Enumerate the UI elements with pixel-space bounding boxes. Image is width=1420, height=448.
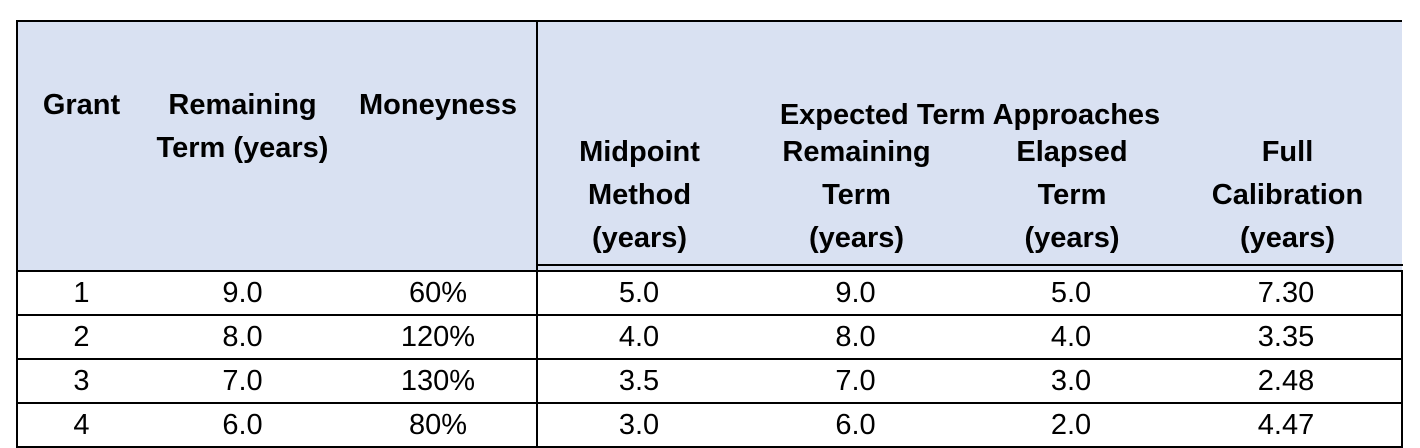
cell-grant: 1	[16, 271, 145, 316]
table-row: 1 9.0 60% 5.0 9.0 5.0 7.30	[16, 271, 1403, 316]
cell-grant: 4	[16, 403, 145, 448]
header-full-calibration-line-2: Calibration	[1211, 179, 1364, 211]
header-remaining-term-approach: Remaining Term (years)	[741, 80, 972, 266]
cell-midpoint-method: 3.5	[536, 359, 740, 404]
header-remaining-approach-line-1: Remaining	[782, 136, 931, 168]
header-remaining-term-line-2: Term (years)	[156, 132, 329, 164]
cell-midpoint-method: 3.0	[536, 403, 740, 448]
header-midpoint-line-2: Method	[587, 179, 692, 211]
cell-remaining-term: 7.0	[145, 359, 340, 404]
cell-full-calibration: 3.35	[1171, 315, 1403, 360]
cell-full-calibration: 7.30	[1171, 271, 1403, 316]
header-elapsed-line-1: Elapsed	[1016, 136, 1128, 168]
header-remaining-term: Remaining Term (years)	[145, 20, 340, 272]
table-body: 1 9.0 60% 5.0 9.0 5.0 7.30 2 8.0 120% 4.…	[16, 271, 1403, 448]
cell-grant: 3	[16, 359, 145, 404]
cell-grant: 2	[16, 315, 145, 360]
header-full-calibration: Full Calibration (years)	[1172, 80, 1403, 266]
cell-remaining-term: 9.0	[145, 271, 340, 316]
cell-midpoint-method: 5.0	[536, 271, 740, 316]
cell-elapsed-term: 5.0	[971, 271, 1171, 316]
header-full-calibration-line-3: (years)	[1239, 222, 1336, 254]
cell-midpoint-method: 4.0	[536, 315, 740, 360]
header-grant: Grant	[16, 20, 145, 272]
header-expected-term-approaches: Expected Term Approaches Midpoint Method	[536, 20, 1403, 272]
header-full-calibration-line-1: Full	[1261, 136, 1314, 168]
cell-remaining-term-approach: 8.0	[740, 315, 971, 360]
cell-elapsed-term: 4.0	[971, 315, 1171, 360]
header-midpoint-line-1: Midpoint	[579, 136, 700, 168]
header-remaining-term-line-1: Remaining	[168, 89, 317, 121]
cell-moneyness: 130%	[340, 359, 537, 404]
header-moneyness-line-1: Moneyness	[359, 89, 517, 121]
header-row: Grant Remaining Term (years) Moneyness E…	[16, 20, 1403, 272]
cell-remaining-term-approach: 9.0	[740, 271, 971, 316]
header-grant-line-1: Grant	[42, 89, 121, 121]
group-header-wrap: Expected Term Approaches Midpoint Method	[538, 80, 1403, 266]
table-header: Grant Remaining Term (years) Moneyness E…	[16, 20, 1403, 272]
table-row: 2 8.0 120% 4.0 8.0 4.0 3.35	[16, 315, 1403, 360]
cell-moneyness: 60%	[340, 271, 537, 316]
cell-remaining-term-approach: 6.0	[740, 403, 971, 448]
cell-elapsed-term: 2.0	[971, 403, 1171, 448]
header-remaining-approach-line-3: (years)	[808, 222, 905, 254]
group-title: Expected Term Approaches	[779, 99, 1161, 131]
cell-moneyness: 80%	[340, 403, 537, 448]
cell-remaining-term-approach: 7.0	[740, 359, 971, 404]
table-row: 3 7.0 130% 3.5 7.0 3.0 2.48	[16, 359, 1403, 404]
cell-elapsed-term: 3.0	[971, 359, 1171, 404]
cell-full-calibration: 4.47	[1171, 403, 1403, 448]
group-subheaders: Midpoint Method (years) Remaining Term (…	[538, 80, 1403, 266]
table-row: 4 6.0 80% 3.0 6.0 2.0 4.47	[16, 403, 1403, 448]
header-midpoint-method: Midpoint Method (years)	[538, 80, 741, 266]
cell-remaining-term: 6.0	[145, 403, 340, 448]
header-elapsed-line-3: (years)	[1024, 222, 1120, 254]
header-midpoint-line-3: (years)	[591, 222, 688, 254]
cell-moneyness: 120%	[340, 315, 537, 360]
header-remaining-approach-line-2: Term	[822, 179, 891, 211]
header-elapsed-term: Elapsed Term (years)	[972, 80, 1172, 266]
expected-term-table: Grant Remaining Term (years) Moneyness E…	[16, 20, 1403, 448]
cell-remaining-term: 8.0	[145, 315, 340, 360]
cell-full-calibration: 2.48	[1171, 359, 1403, 404]
header-elapsed-line-2: Term	[1037, 179, 1107, 211]
header-moneyness: Moneyness	[340, 20, 537, 272]
